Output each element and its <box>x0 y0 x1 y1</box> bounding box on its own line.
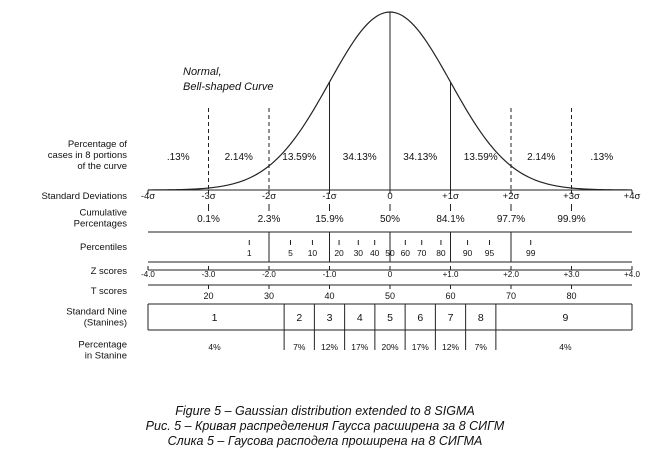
std-deviation-tick-label: +2σ <box>503 191 520 202</box>
percentile-label: 60 <box>401 248 411 258</box>
caption-russian: Рис. 5 – Кривая распределения Гаусса рас… <box>145 419 505 433</box>
case-percentage-label: 13.59% <box>282 152 316 163</box>
row-label-cases: cases in 8 portions <box>48 150 127 161</box>
stanine-percentage-label: 7% <box>293 342 306 352</box>
t-score-label: 40 <box>324 291 334 301</box>
diagram-lines <box>147 11 633 350</box>
row-label-z-scores: Z scores <box>91 266 128 277</box>
cumulative-percentage-label: 99.9% <box>557 214 585 225</box>
cumulative-percentage-label: 15.9% <box>315 214 343 225</box>
percentile-label: 5 <box>288 248 293 258</box>
row-label-t-scores: T scores <box>91 286 128 297</box>
percentile-label: 30 <box>354 248 364 258</box>
case-percentage-label: .13% <box>590 152 613 163</box>
stanine-label: 3 <box>327 312 333 324</box>
case-percentage-label: 2.14% <box>527 152 555 163</box>
cumulative-percentage-label: 97.7% <box>497 214 525 225</box>
t-score-label: 50 <box>385 291 395 301</box>
percentile-label: 50 <box>385 248 395 258</box>
row-label-cumulative: Percentages <box>74 219 128 230</box>
row-label-stanines: Standard Nine <box>66 307 127 318</box>
percentile-label: 99 <box>526 248 536 258</box>
std-deviation-tick-label: -3σ <box>201 191 215 202</box>
percentile-label: 10 <box>308 248 318 258</box>
caption-english: Figure 5 – Gaussian distribution extende… <box>175 404 475 418</box>
case-percentage-label: 34.13% <box>343 152 377 163</box>
std-deviation-tick-label: +3σ <box>563 191 580 202</box>
z-score-label: -1.0 <box>323 270 337 279</box>
z-score-label: +2.0 <box>503 270 519 279</box>
percentile-label: 95 <box>485 248 495 258</box>
percentile-label: 1 <box>247 248 252 258</box>
t-score-label: 30 <box>264 291 274 301</box>
row-label-stanines: (Stanines) <box>84 318 127 329</box>
row-label-cumulative: Cumulative <box>79 208 127 219</box>
percentile-label: 40 <box>370 248 380 258</box>
stanine-percentage-label: 17% <box>412 342 429 352</box>
std-deviation-tick-label: -4σ <box>141 191 155 202</box>
percentile-label: 80 <box>436 248 446 258</box>
stanine-label: 7 <box>448 312 454 324</box>
case-percentage-label: .13% <box>167 152 190 163</box>
stanine-percentage-label: 7% <box>475 342 488 352</box>
stanine-label: 1 <box>212 312 218 324</box>
cumulative-percentage-label: 84.1% <box>436 214 464 225</box>
z-score-label: +1.0 <box>443 270 459 279</box>
t-score-label: 60 <box>445 291 455 301</box>
percentile-label: 70 <box>417 248 427 258</box>
cumulative-percentage-label: 2.3% <box>258 214 281 225</box>
z-score-label: -3.0 <box>202 270 216 279</box>
curve-label-line1: Normal, <box>183 66 222 78</box>
stanine-label: 5 <box>387 312 393 324</box>
curve-label-line2: Bell-shaped Curve <box>183 81 274 93</box>
percentile-label: 20 <box>334 248 344 258</box>
stanine-percentage-label: 12% <box>442 342 459 352</box>
case-percentage-label: 34.13% <box>403 152 437 163</box>
stanine-percentage-label: 20% <box>381 342 398 352</box>
stanine-label: 6 <box>417 312 423 324</box>
cumulative-percentage-label: 50% <box>380 214 400 225</box>
stanine-percentage-label: 4% <box>559 342 572 352</box>
std-deviation-tick-label: -2σ <box>262 191 276 202</box>
stanine-percentage-label: 12% <box>321 342 338 352</box>
std-deviation-tick-label: 0 <box>387 191 392 202</box>
row-label-stanine-percentage: in Stanine <box>85 351 127 362</box>
cumulative-percentage-label: 0.1% <box>197 214 220 225</box>
stanine-label: 2 <box>296 312 302 324</box>
z-score-label: +3.0 <box>564 270 580 279</box>
t-score-label: 70 <box>506 291 516 301</box>
t-score-label: 80 <box>566 291 576 301</box>
z-score-label: +4.0 <box>624 270 640 279</box>
row-label-std-deviations: Standard Deviations <box>41 191 127 202</box>
percentile-label: 90 <box>463 248 473 258</box>
row-label-stanine-percentage: Percentage <box>78 340 127 351</box>
diagram-text: Normal, Bell-shaped Curve Percentage ofcas… <box>41 66 640 362</box>
z-score-label: -4.0 <box>141 270 155 279</box>
case-percentage-label: 2.14% <box>225 152 253 163</box>
stanine-label: 8 <box>478 312 484 324</box>
std-deviation-tick-label: -1σ <box>322 191 336 202</box>
stanine-percentage-label: 17% <box>351 342 368 352</box>
z-score-label: 0 <box>388 270 393 279</box>
row-label-percentiles: Percentiles <box>80 242 127 253</box>
case-percentage-label: 13.59% <box>464 152 498 163</box>
row-label-cases: Percentage of <box>68 139 128 150</box>
caption-serbian: Слика 5 – Гаусова расподела проширена на… <box>167 434 483 448</box>
row-label-cases: of the curve <box>77 161 127 172</box>
std-deviation-tick-label: +1σ <box>442 191 459 202</box>
stanine-percentage-label: 4% <box>208 342 221 352</box>
std-deviation-tick-label: +4σ <box>624 191 641 202</box>
stanine-label: 9 <box>563 312 569 324</box>
t-score-label: 20 <box>203 291 213 301</box>
stanine-label: 4 <box>357 312 363 324</box>
z-score-label: -2.0 <box>262 270 276 279</box>
